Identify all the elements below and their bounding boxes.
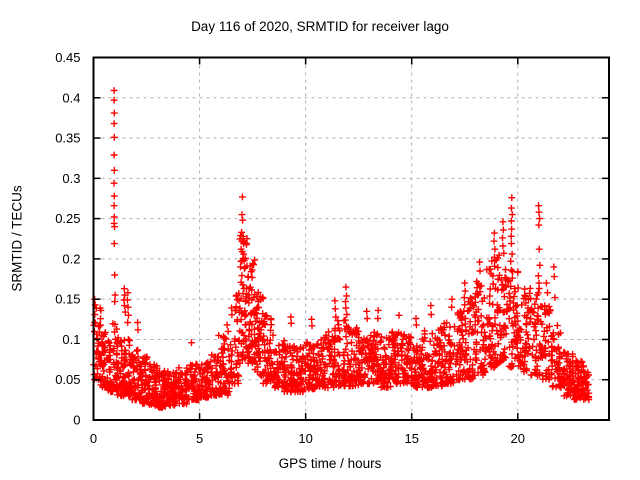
plot-border [92,56,610,421]
y-tick-label: 0.3 [62,171,80,186]
x-tick-label: 15 [404,431,418,446]
y-tick-label: 0.45 [55,50,80,65]
y-tick-label: 0.05 [55,372,80,387]
scatter-points [90,87,593,411]
x-tick-label: 0 [90,431,97,446]
y-tick-label: 0.4 [62,90,80,105]
y-tick-label: 0.35 [55,131,80,146]
y-tick-label: 0.1 [62,332,80,347]
y-tick-label: 0 [73,413,80,428]
y-tick-label: 0.2 [62,251,80,266]
x-tick-label: 10 [298,431,312,446]
chart-title: Day 116 of 2020, SRMTID for receiver lag… [191,19,449,34]
x-axis-label: GPS time / hours [278,456,382,471]
y-tick-label: 0.25 [55,211,80,226]
x-tick-label: 20 [511,431,525,446]
y-tick-label: 0.15 [55,292,80,307]
x-tick-label: 5 [196,431,203,446]
